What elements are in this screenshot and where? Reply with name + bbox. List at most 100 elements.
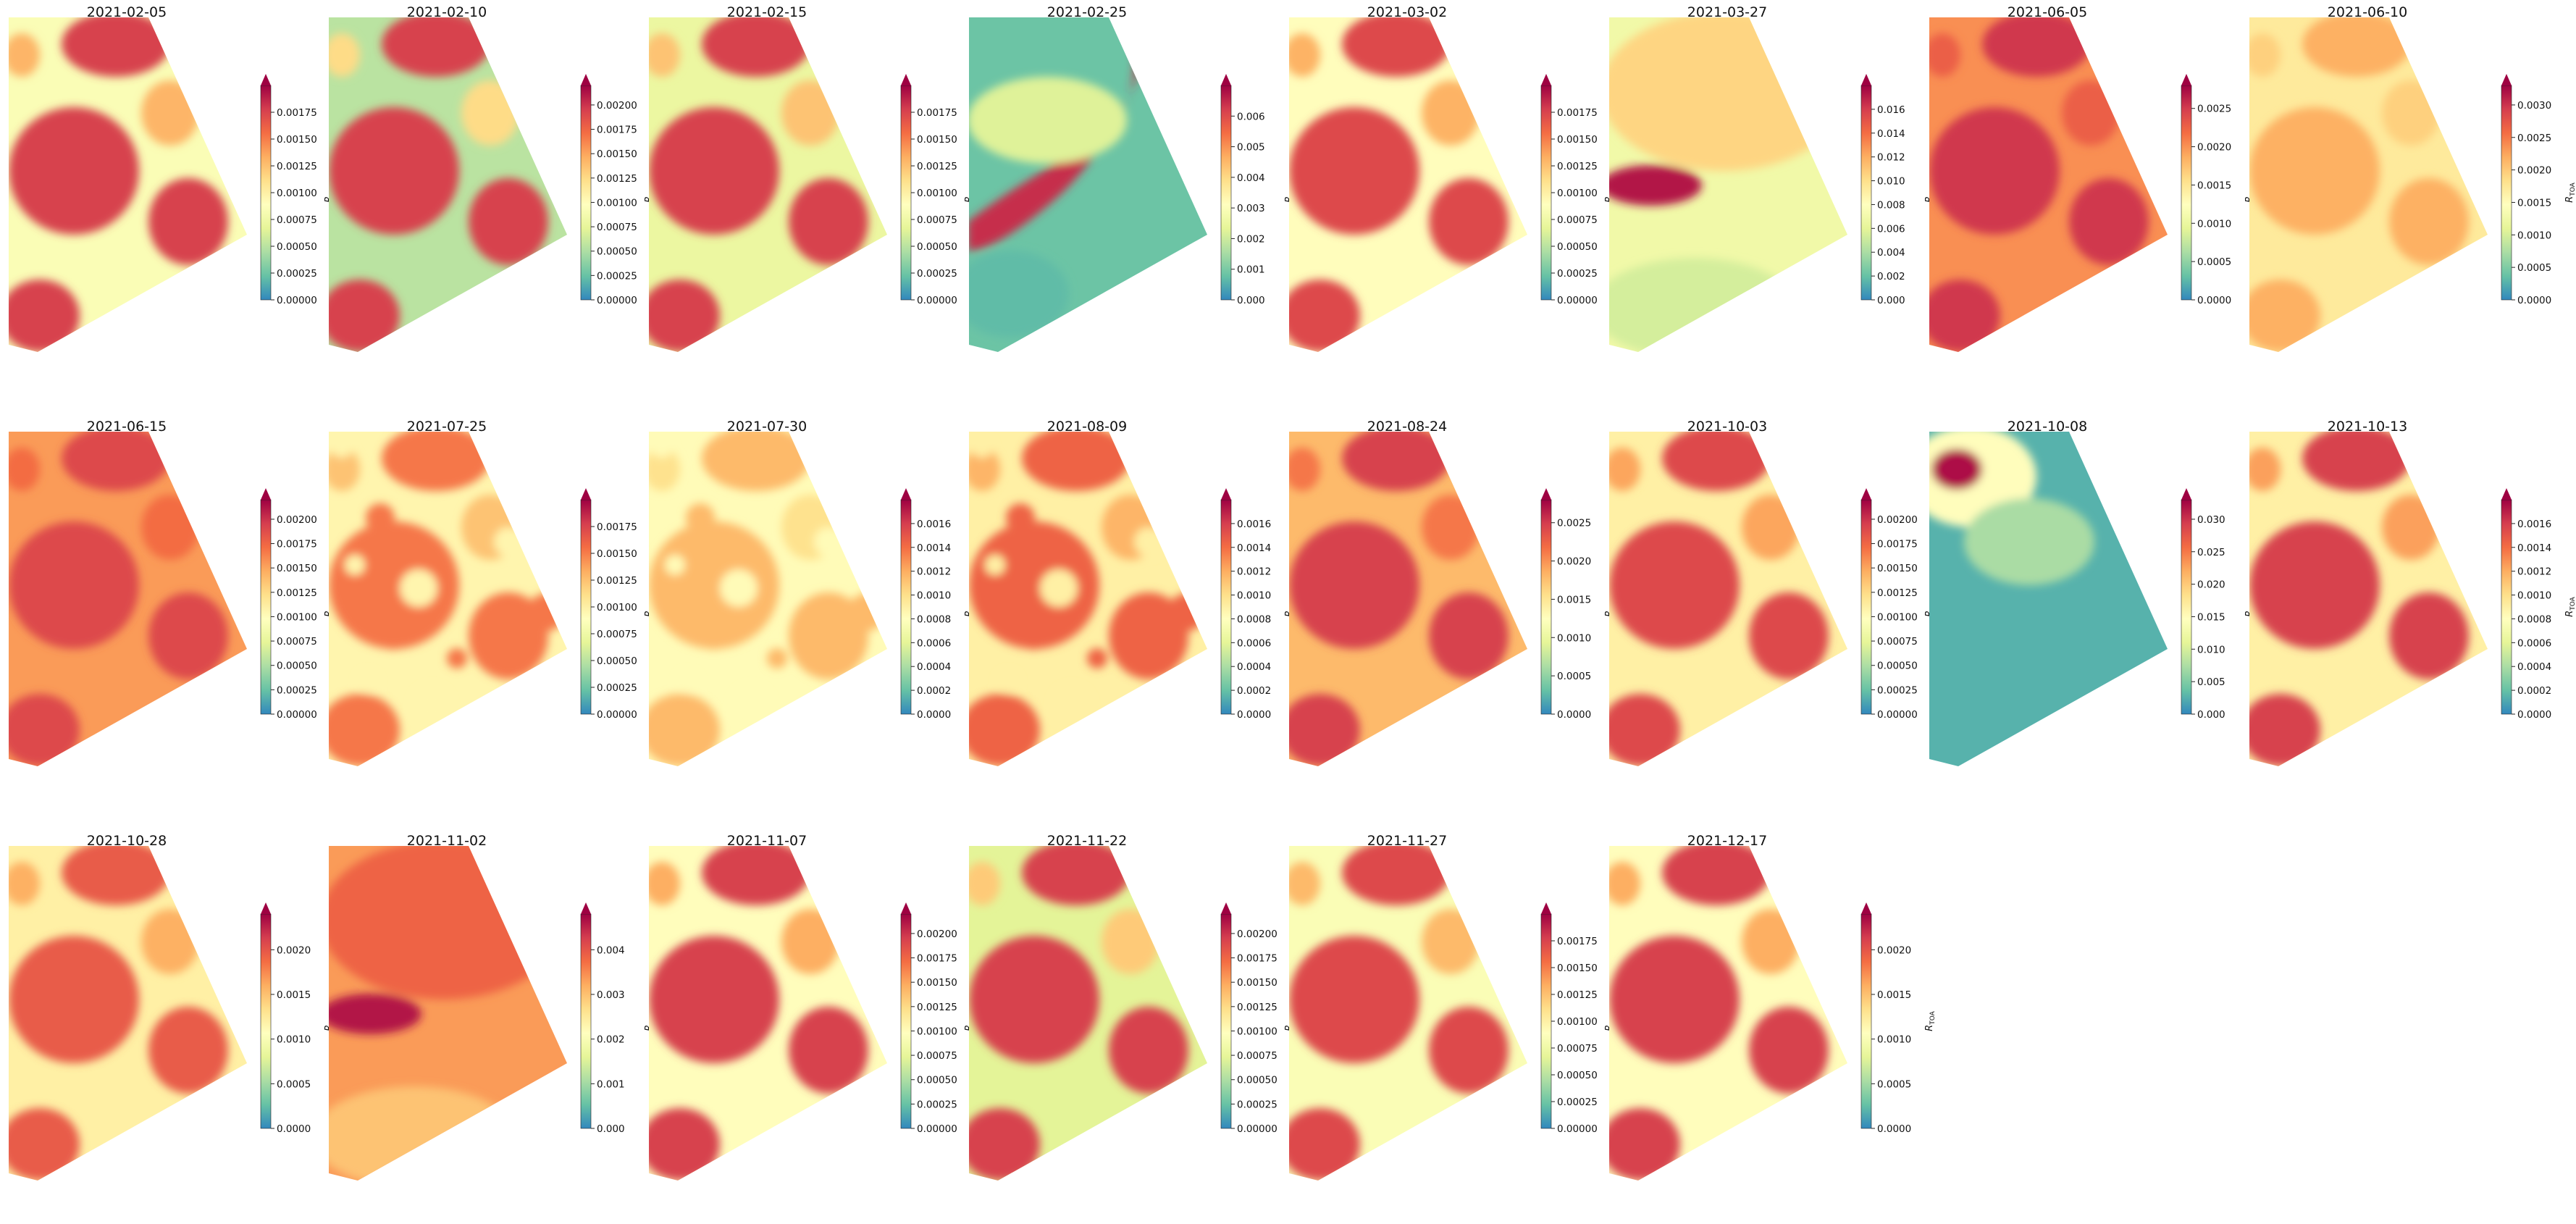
colorbar: 0.00000 0.00025 0.00050 0.00075 0.00100 0.001… (1860, 488, 1937, 721)
colorbar-tick-label: 0.0015 (2517, 197, 2551, 209)
reflectance-patch (985, 555, 1005, 575)
colorbar-extend-arrow (901, 74, 911, 85)
colorbar-tick-label: 0.00125 (917, 1002, 957, 1013)
colorbar-tick-label: 0.010 (2197, 644, 2225, 655)
reflectance-patch (2249, 694, 2320, 766)
colorbar-gradient (580, 85, 592, 301)
colorbar-tick-label: 0.0010 (2517, 590, 2551, 602)
colorbar-tick-label: 0.00075 (1237, 1050, 1277, 1062)
reflectance-patch (1749, 1007, 1829, 1094)
reflectance-patch (9, 694, 80, 766)
reflectance-patch (1982, 17, 2091, 77)
colorbar-extend-arrow (901, 488, 911, 500)
colorbar-tick-label: 0.00100 (597, 602, 637, 613)
colorbar-extend-arrow (2181, 74, 2191, 85)
colorbar-extend-arrow (581, 74, 591, 85)
colorbar-extend-arrow (1221, 902, 1231, 914)
colorbar-tick-label: 0.00150 (277, 134, 317, 146)
panel-title: 2021-03-02 (1367, 4, 1448, 20)
reflectance-patch (413, 687, 450, 724)
reflectance-patch (1429, 178, 1509, 265)
colorbar-gradient (2181, 499, 2192, 715)
colorbar-tick-label: 0.00075 (1557, 214, 1598, 226)
colorbar-tick-label: 0.0020 (2517, 165, 2551, 177)
reflectance-patch (649, 448, 680, 491)
colorbar-gradient (1220, 913, 1232, 1129)
colorbar-tick-label: 0.003 (1237, 203, 1265, 214)
colorbar-tick-label: 0.0005 (1557, 671, 1591, 682)
colorbar-tick-label: 0.0012 (2517, 566, 2551, 578)
panel-title: 2021-06-15 (86, 419, 167, 435)
reflectance-patch (649, 862, 680, 905)
reflectance-patch (1662, 846, 1771, 905)
reflectance-patch (1609, 862, 1640, 905)
reflectance-patch (9, 862, 40, 905)
colorbar-tick-label: 0.00100 (1237, 1026, 1277, 1037)
reflectance-map: 0.00000 0.00025 0.00050 0.00075 0.00100 0.001… (1609, 432, 1937, 766)
colorbar-extend-arrow (1221, 74, 1231, 85)
panel-title: 2021-11-02 (406, 833, 487, 849)
reflectance-patch (649, 280, 720, 352)
colorbar-tick-label: 0.002 (1237, 233, 1265, 245)
reflectance-patch (2382, 80, 2440, 146)
colorbar-tick-label: 0.00075 (597, 629, 637, 640)
colorbar: 0.00000 0.00025 0.00050 0.00075 0.00100 0.001… (900, 902, 976, 1135)
colorbar-label: RTOA (1924, 1010, 1937, 1031)
colorbar-gradient (2501, 499, 2512, 715)
reflectance-patch (1022, 846, 1130, 905)
reflectance-patch (141, 495, 199, 560)
colorbar-tick-label: 0.0010 (1877, 1034, 1911, 1046)
reflectance-patch (62, 432, 170, 491)
reflectance-patch (649, 936, 779, 1063)
panel-title: 2021-02-05 (86, 4, 167, 20)
reflectance-patch (345, 555, 365, 575)
colorbar-tick-label: 0.00125 (1877, 587, 1918, 599)
reflectance-map: 0.0000.0010.0020.0030.004RTOA (329, 846, 656, 1181)
colorbar-tick-label: 0.00125 (1557, 989, 1598, 1001)
colorbar: 0.000 0.002 0.004 0.006 0.008 0.010 0.012 0.014… (1860, 74, 1937, 306)
panel-2021-10-28: 2021-10-28 0.0000 0.0005 0.0010 0.0015 0.0020… (7, 833, 336, 1224)
colorbar-tick-label: 0.0016 (917, 519, 951, 530)
colorbar-tick-label: 0.015 (2197, 611, 2225, 623)
colorbar-gradient (1860, 499, 1872, 715)
reflectance-patch (9, 936, 139, 1063)
reflectance-patch (1609, 936, 1740, 1063)
colorbar-tick-label: 0.002 (597, 1034, 625, 1046)
colorbar: 0.00000.00050.00100.00150.00200.0025RTOA (1540, 488, 1616, 721)
colorbar-extend-arrow (1861, 74, 1871, 85)
reflectance-patch (1742, 909, 1800, 974)
reflectance-patch (1609, 17, 1847, 171)
reflectance-patch (1931, 449, 1982, 490)
colorbar: 0.0000 0.0002 0.0004 0.0006 0.0008 0.0010 0.00… (900, 488, 976, 721)
reflectance-patch (1342, 432, 1451, 491)
reflectance-patch (702, 846, 810, 905)
reflectance-patch (789, 178, 868, 265)
colorbar-gradient (1220, 85, 1232, 301)
colorbar-gradient (1540, 913, 1552, 1129)
colorbar-tick-label: 0.00175 (917, 953, 957, 965)
reflectance-patch (649, 107, 779, 235)
panel-title: 2021-06-10 (2327, 4, 2408, 20)
reflectance-map: 0.00000 0.00025 0.00050 0.00075 0.00100 0.001… (329, 17, 656, 352)
panel-title: 2021-10-03 (1687, 419, 1768, 435)
colorbar-tick-label: 0.00000 (917, 295, 957, 306)
colorbar-gradient (1860, 913, 1872, 1129)
reflectance-patch (1422, 80, 1480, 146)
colorbar-tick-label: 0.0010 (1237, 590, 1271, 602)
reflectance-patch (1749, 592, 1829, 679)
reflectance-patch (1609, 258, 1796, 352)
colorbar-tick-label: 0.0015 (2197, 180, 2231, 191)
colorbar-tick-label: 0.005 (1237, 142, 1265, 154)
colorbar-tick-label: 0.005 (2197, 676, 2225, 688)
reflectance-patch (1342, 846, 1451, 905)
cloud-streak (969, 33, 1149, 251)
colorbar-tick-label: 0.006 (1877, 223, 1905, 235)
colorbar-tick-label: 0.00025 (1877, 684, 1918, 696)
colorbar-tick-label: 0.0025 (2517, 133, 2551, 144)
reflectance-patch (141, 80, 199, 146)
reflectance-map: 0.00000 0.00025 0.00050 0.00075 0.00100 0.001… (969, 846, 1296, 1181)
panel-title: 2021-11-27 (1367, 833, 1448, 849)
colorbar-tick-label: 0.00000 (277, 709, 317, 721)
